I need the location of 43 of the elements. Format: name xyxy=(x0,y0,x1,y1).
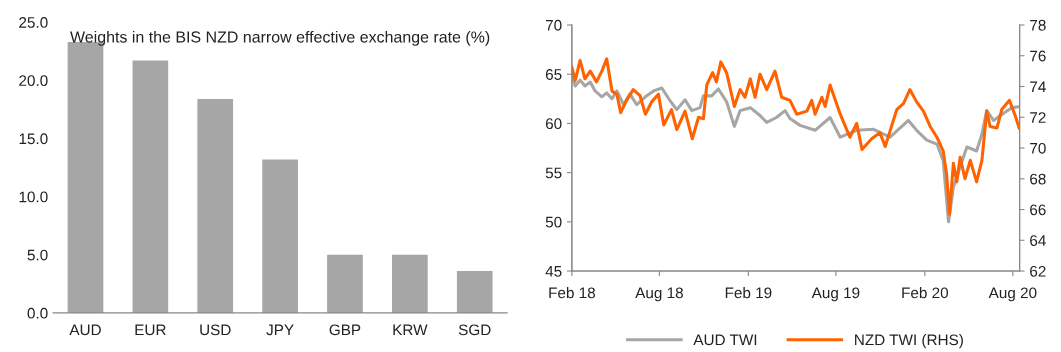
x-tick-label: EUR xyxy=(135,324,166,336)
bar xyxy=(456,271,493,313)
y2-tick-label: 74 xyxy=(1030,81,1046,93)
y-tick-label: 20.0 xyxy=(19,75,48,87)
x-tick-label: Feb 18 xyxy=(549,287,595,299)
y2-tick-label: 70 xyxy=(1030,142,1046,154)
y-tick-label: 45 xyxy=(545,266,562,277)
y-tick-label: 70 xyxy=(545,19,562,31)
x-tick-label: Aug 20 xyxy=(988,287,1037,302)
x-tick-label: SGD xyxy=(458,324,491,336)
y-tick-label: 25.0 xyxy=(19,17,48,28)
y2-tick-label: 78 xyxy=(1030,19,1046,31)
bar xyxy=(197,98,234,313)
y2-tick-label: 62 xyxy=(1030,265,1046,277)
y-tick-label: 65 xyxy=(545,69,562,80)
x-tick-label: Aug 19 xyxy=(811,287,860,302)
x-tick-label: JPY xyxy=(266,324,294,336)
y-tick-label: 60 xyxy=(545,118,562,130)
y2-tick-label: 64 xyxy=(1030,235,1046,246)
legend-label: NZD TWI (RHS) xyxy=(855,334,963,349)
y-tick-label: 0.0 xyxy=(27,307,48,319)
bar xyxy=(132,60,169,313)
bar xyxy=(392,254,428,313)
y-tick-label: 10.0 xyxy=(19,191,48,203)
x-tick-label: KRW xyxy=(393,324,428,336)
x-tick-label: USD xyxy=(200,324,231,336)
x-tick-label: Feb 19 xyxy=(725,287,772,299)
chart-title: Weights in the BIS NZD narrow effective exchange rate (%) xyxy=(70,30,490,46)
x-tick-label: AUD xyxy=(69,324,101,336)
y-tick-label: 55 xyxy=(545,167,562,179)
x-tick-label: Aug 18 xyxy=(635,287,683,302)
y-tick-label: 15.0 xyxy=(19,133,48,145)
y2-tick-label: 72 xyxy=(1030,112,1046,123)
x-tick-label: Feb 20 xyxy=(902,287,949,299)
y2-tick-label: 68 xyxy=(1030,173,1046,185)
x-tick-label: GBP xyxy=(329,324,361,336)
y2-tick-label: 66 xyxy=(1030,204,1046,216)
legend-label: AUD TWI xyxy=(693,334,757,346)
y-tick-label: 5.0 xyxy=(27,249,48,261)
bar xyxy=(262,159,298,313)
bar xyxy=(327,254,363,313)
y2-tick-label: 76 xyxy=(1030,50,1046,62)
y-tick-label: 50 xyxy=(545,216,562,228)
